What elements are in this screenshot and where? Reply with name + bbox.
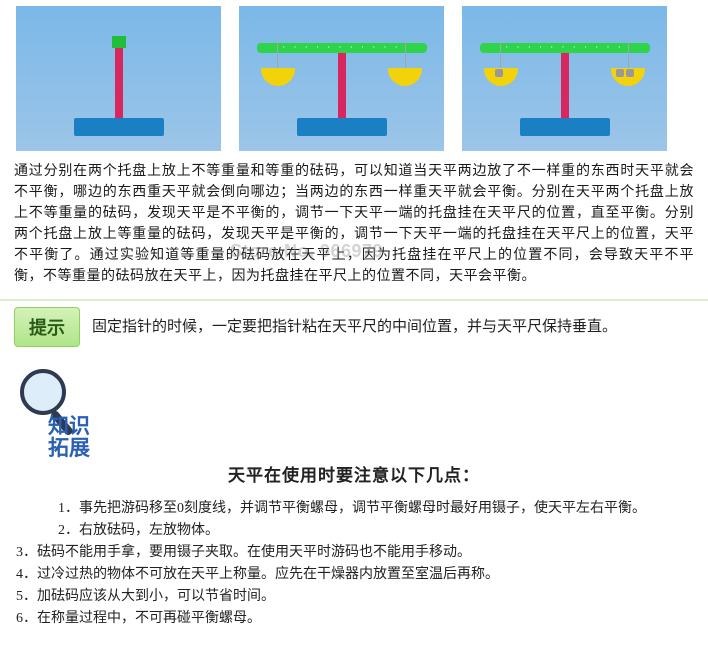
knowledge-icon: 知识 拓展: [14, 369, 104, 459]
notice-title: 天平在使用时要注意以下几点：: [0, 459, 708, 498]
product-images-row: · · · · · · · · · · · · · · · · · · · · …: [0, 0, 708, 155]
hint-section: 提示 固定指针的时候，一定要把指针粘在天平尺的中间位置，并与天平尺保持垂直。: [0, 299, 708, 365]
hint-text: 固定指针的时候，一定要把指针粘在天平尺的中间位置，并与天平尺保持垂直。: [92, 316, 694, 338]
knowledge-label: 知识 拓展: [48, 415, 90, 459]
hint-badge: 提示: [14, 307, 80, 347]
watermark-text: Store No, 966979: [230, 241, 383, 262]
main-paragraph-block: Store No, 966979 通过分别在两个托盘上放上不等重量和等重的砝码，…: [0, 155, 708, 299]
notice-item: 1．事先把游码移至0刻度线，并调节平衡螺母，调节平衡螺母时最好用镊子，使天平左右…: [16, 498, 692, 520]
image-scale-weighted: · · · · · · · · · · ·: [462, 6, 667, 151]
notice-item: 4．过冷过热的物体不可放在天平上称量。应先在干燥器内放置至室温后再称。: [16, 564, 692, 586]
notice-item: 5．加砝码应该从大到小，可以节省时间。: [16, 586, 692, 608]
notice-list: 1．事先把游码移至0刻度线，并调节平衡螺母，调节平衡螺母时最好用镊子，使天平左右…: [0, 498, 708, 648]
image-scale-empty: · · · · · · · · · · ·: [239, 6, 444, 151]
image-scale-stand: [16, 6, 221, 151]
main-paragraph: 通过分别在两个托盘上放上不等重量和等重的砝码，可以知道当天平两边放了不一样重的东…: [14, 164, 694, 284]
notice-item: 6．在称量过程中，不可再碰平衡螺母。: [16, 608, 692, 630]
magnifier-icon: [20, 369, 66, 415]
notice-item: 2．右放砝码，左放物体。: [16, 520, 692, 542]
notice-item: 3．砝码不能用手拿，要用镊子夹取。在使用天平时游码也不能用手移动。: [16, 542, 692, 564]
